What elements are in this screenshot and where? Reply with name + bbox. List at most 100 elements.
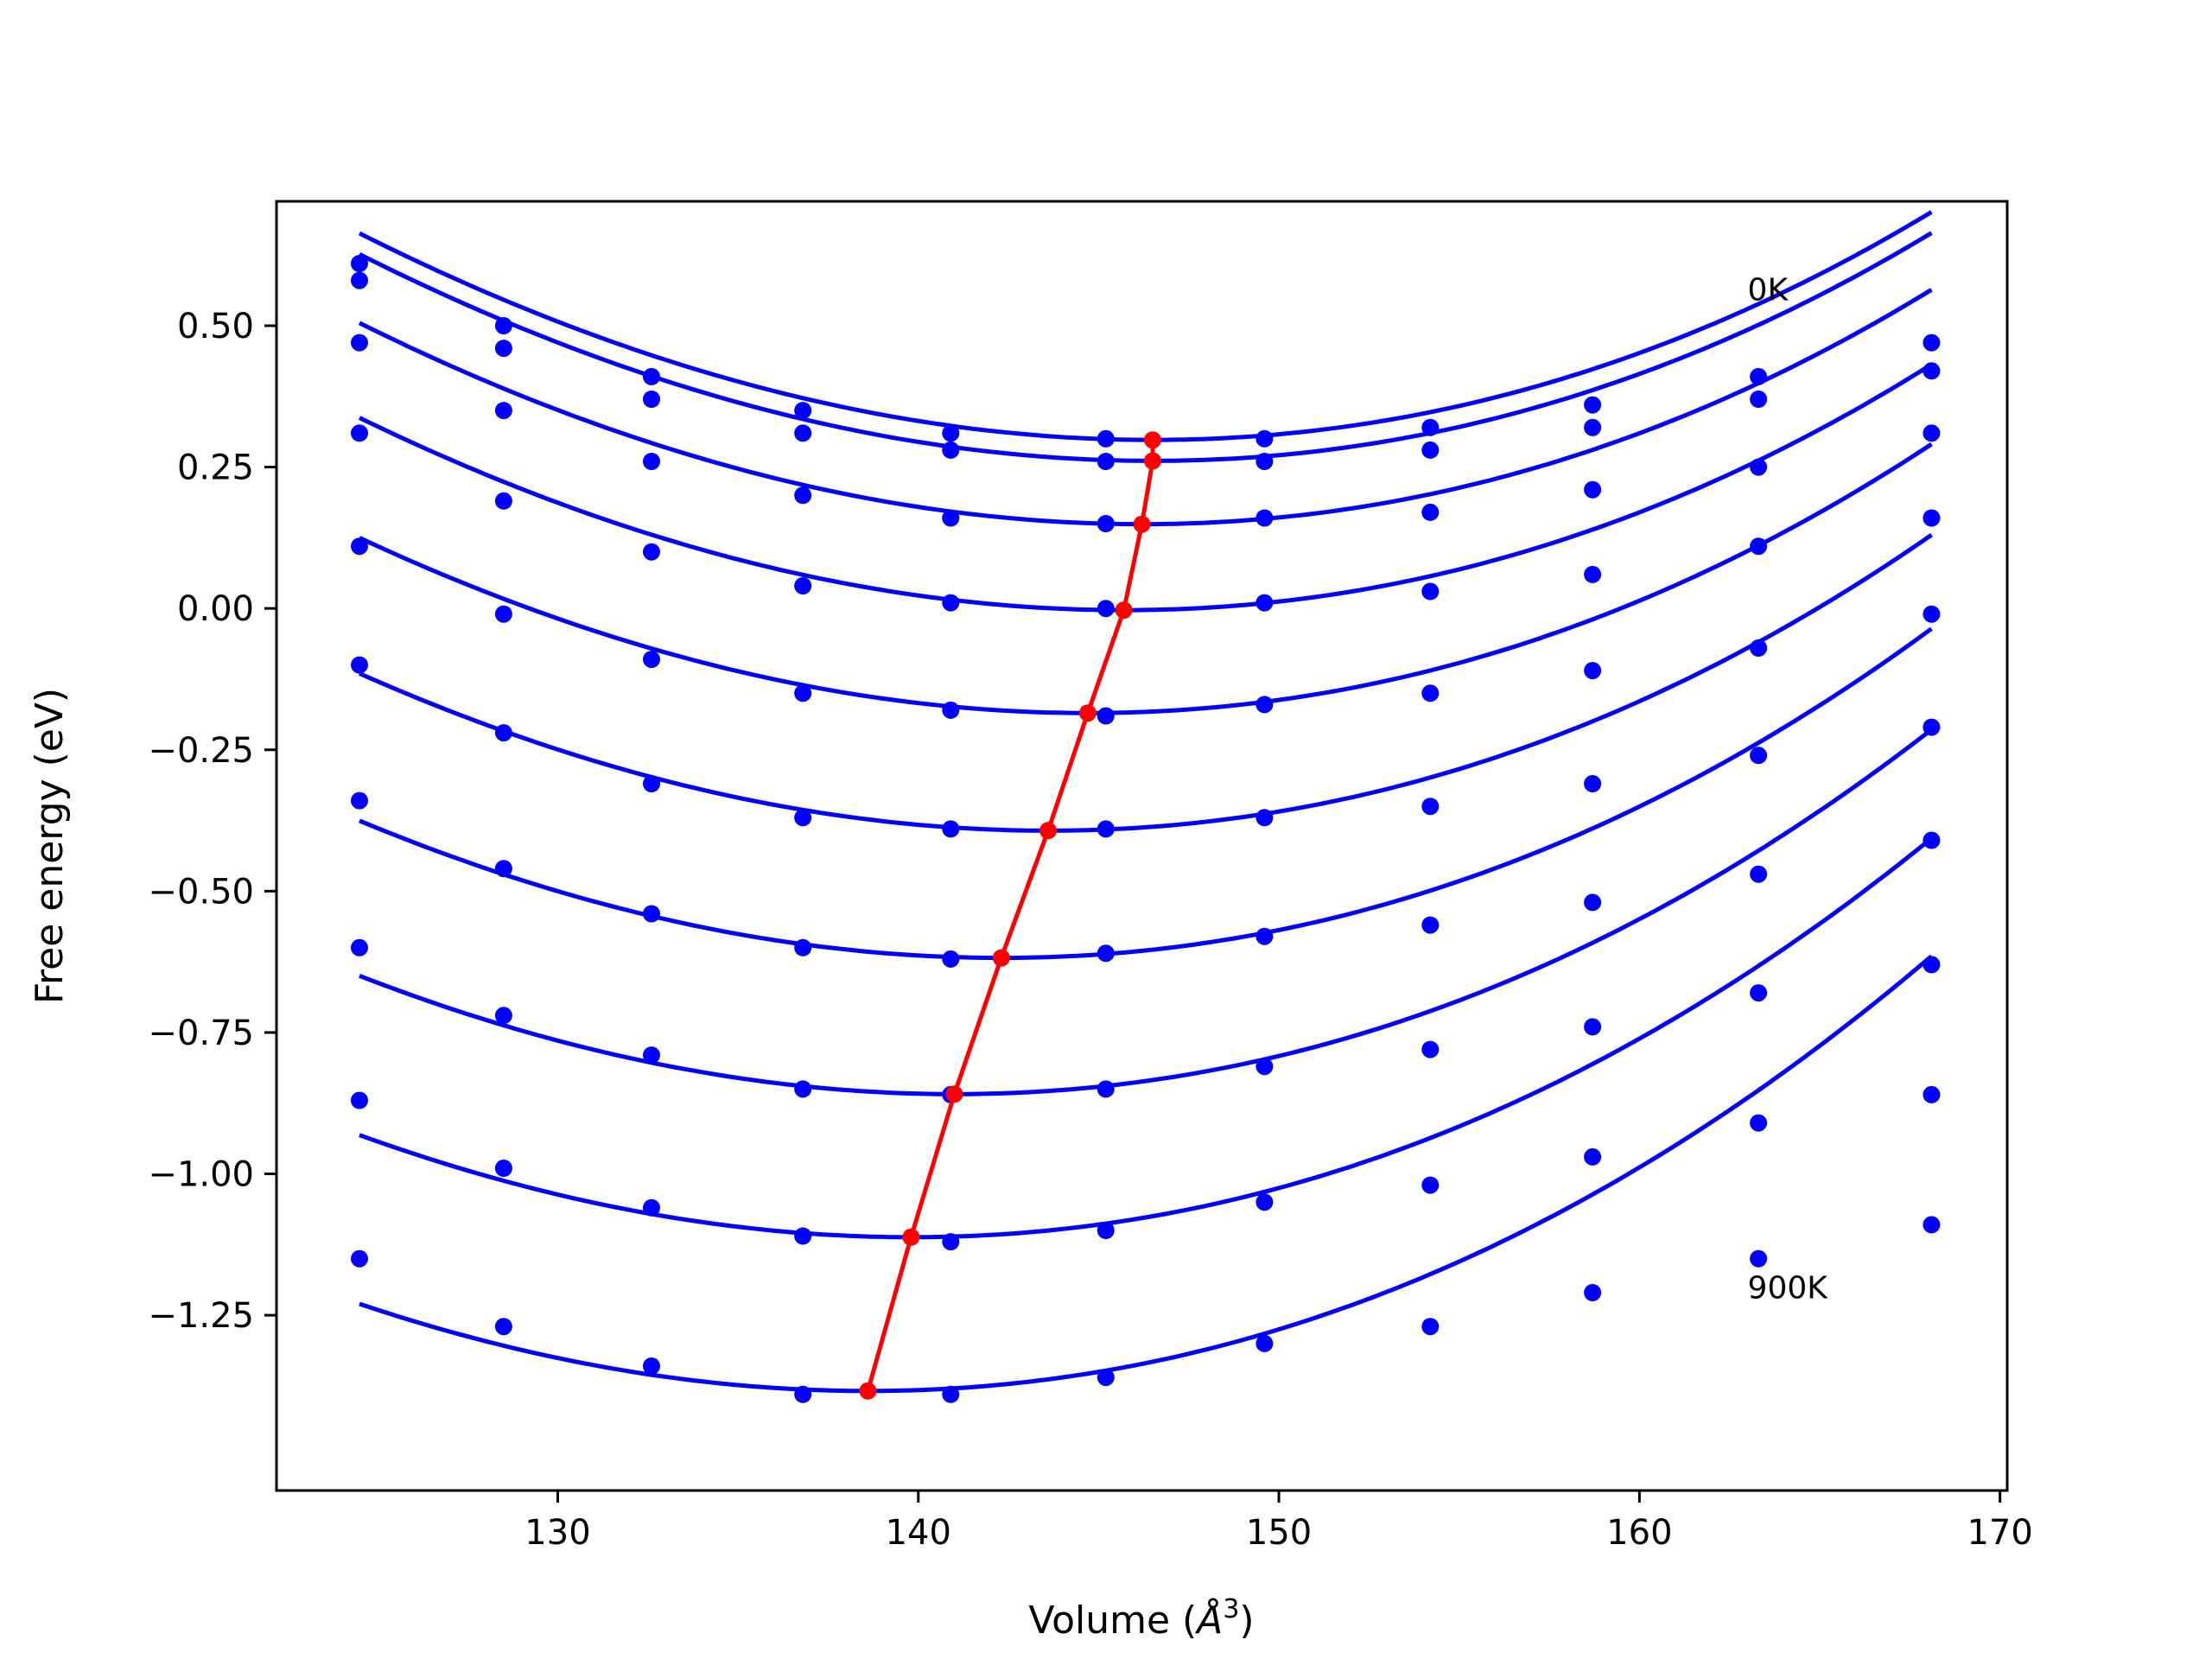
data-point: [1096, 1080, 1115, 1098]
data-point: [494, 340, 512, 358]
y-tick-label: 0.50: [177, 307, 254, 346]
data-point: [942, 1233, 960, 1251]
data-point: [494, 860, 512, 878]
data-point: [1096, 944, 1115, 963]
data-point: [1255, 1193, 1274, 1211]
data-point: [942, 594, 960, 612]
data-point: [494, 402, 512, 420]
data-point: [643, 1046, 660, 1065]
data-point: [794, 424, 812, 442]
data-point: [1750, 747, 1768, 765]
minimum-point: [1144, 431, 1161, 449]
minima-layer: [859, 431, 1161, 1400]
data-point: [942, 820, 960, 838]
y-tick-label: −0.75: [148, 1014, 254, 1053]
data-point: [1584, 1018, 1602, 1036]
data-point: [1750, 865, 1768, 883]
y-tick-label: −0.50: [148, 872, 254, 912]
data-point: [1750, 1114, 1768, 1132]
data-point: [351, 334, 368, 352]
data-point: [1096, 429, 1115, 448]
data-point: [494, 1318, 512, 1336]
data-point: [794, 486, 812, 505]
data-point: [1584, 775, 1602, 792]
plot-frame: [275, 200, 2009, 1492]
data-point: [942, 1385, 960, 1403]
data-point: [1923, 1216, 1941, 1234]
data-point: [351, 938, 368, 957]
data-point: [1584, 662, 1602, 680]
x-axis-label-end: ): [1239, 1599, 1254, 1643]
data-point: [1096, 515, 1115, 532]
data-point: [1750, 391, 1768, 408]
x-tick-label: 160: [1606, 1513, 1672, 1553]
minimum-point: [1144, 452, 1161, 470]
data-point: [1923, 509, 1941, 527]
data-point: [1584, 893, 1602, 912]
data-point: [643, 391, 660, 408]
y-tick-label: 0.00: [177, 589, 254, 629]
data-point: [942, 424, 960, 442]
data-point: [1255, 509, 1274, 527]
data-point: [1255, 809, 1274, 827]
y-axis-ticks: 0.50 0.25 0.00 −0.25 −0.50 −0.75 −1.00 −1.25: [148, 307, 276, 1336]
data-point: [1255, 927, 1274, 945]
data-point: [1096, 1222, 1115, 1239]
data-point: [1584, 418, 1602, 436]
data-point: [1750, 458, 1768, 476]
data-point: [1923, 424, 1941, 442]
x-axis-label-unit: Å: [1194, 1597, 1223, 1643]
data-point: [794, 402, 812, 420]
data-point: [1421, 441, 1440, 459]
x-axis-label-main: Volume (: [1028, 1599, 1197, 1643]
data-point: [794, 1385, 812, 1403]
data-point: [1584, 396, 1602, 414]
data-point: [1923, 1085, 1941, 1103]
data-point: [1421, 418, 1440, 436]
data-point: [1421, 503, 1440, 521]
data-point: [351, 1249, 368, 1268]
data-point: [1923, 362, 1941, 380]
data-point: [1750, 1249, 1768, 1268]
data-point: [1255, 594, 1274, 612]
data-point: [494, 1160, 512, 1177]
data-point: [794, 938, 812, 957]
data-point: [942, 441, 960, 459]
minimum-point: [1133, 515, 1151, 533]
data-point: [942, 701, 960, 719]
data-point: [494, 605, 512, 623]
data-point: [794, 1080, 812, 1098]
data-point: [643, 775, 660, 792]
y-tick-label: 0.25: [177, 448, 254, 488]
data-point: [494, 1007, 512, 1025]
data-point: [1096, 453, 1115, 470]
data-point: [794, 809, 812, 827]
fit-curve-4: [358, 442, 1933, 715]
data-point: [1096, 707, 1115, 725]
minima-line: [865, 440, 1155, 1392]
data-point: [643, 651, 660, 669]
x-tick-label: 130: [524, 1513, 590, 1553]
data-point: [1255, 696, 1274, 714]
data-point: [1923, 605, 1941, 623]
data-point: [643, 543, 660, 561]
data-point: [351, 537, 368, 556]
data-point: [1750, 537, 1768, 556]
data-point: [1584, 1284, 1602, 1301]
fit-curve-7: [359, 728, 1933, 1096]
y-tick-label: −1.25: [148, 1296, 254, 1336]
data-point: [351, 255, 368, 272]
data-point: [794, 577, 812, 594]
data-point: [1750, 367, 1768, 385]
curve-annotation: 0K: [1748, 273, 1789, 308]
annotation-layer: 0K 900K: [1748, 273, 1829, 1306]
data-point: [643, 1357, 660, 1375]
data-point: [1421, 684, 1440, 702]
data-point: [1255, 1334, 1274, 1352]
fit-curve-3: [358, 362, 1933, 613]
data-point: [1750, 639, 1768, 657]
fit-curve-9: [359, 954, 1934, 1394]
point-layer: [351, 255, 1941, 1403]
data-point: [643, 1198, 660, 1217]
